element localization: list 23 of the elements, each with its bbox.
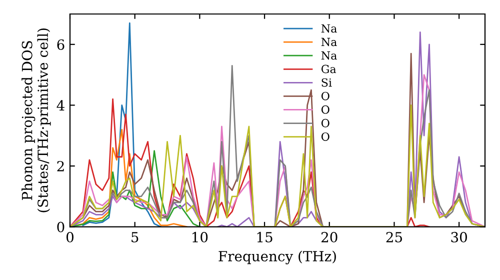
legend-label: Na [321, 38, 337, 46]
y-axis-title: Phonon projected DOS (States/THz·primitive cell) [22, 28, 51, 212]
x-tick-label: 10 [192, 232, 208, 242]
x-axis-title: Frequency (THz) [218, 250, 336, 264]
legend-label: Ga [321, 64, 336, 74]
legend-label: O [321, 118, 330, 128]
legend-label: Na [321, 51, 337, 60]
y-tick-label: 0 [57, 222, 64, 232]
legend-label: O [321, 92, 330, 100]
y-tick-label: 6 [57, 39, 64, 50]
line-series [82, 22, 162, 227]
x-tick-label: 20 [321, 232, 338, 242]
legend-label: O [321, 132, 330, 141]
x-tick-label: 15 [257, 232, 272, 242]
x-tick-label: 30 [451, 232, 467, 242]
legend-label: O [321, 105, 330, 114]
y-tick-label: 2 [57, 160, 64, 172]
y-tick-label: 4 [56, 100, 64, 110]
x-tick-label: 5 [132, 232, 138, 242]
legend-label: Na [321, 24, 337, 33]
x-tick-label: 0 [66, 232, 74, 242]
legend-label: Si [322, 78, 332, 87]
x-tick-label: 25 [386, 232, 402, 242]
